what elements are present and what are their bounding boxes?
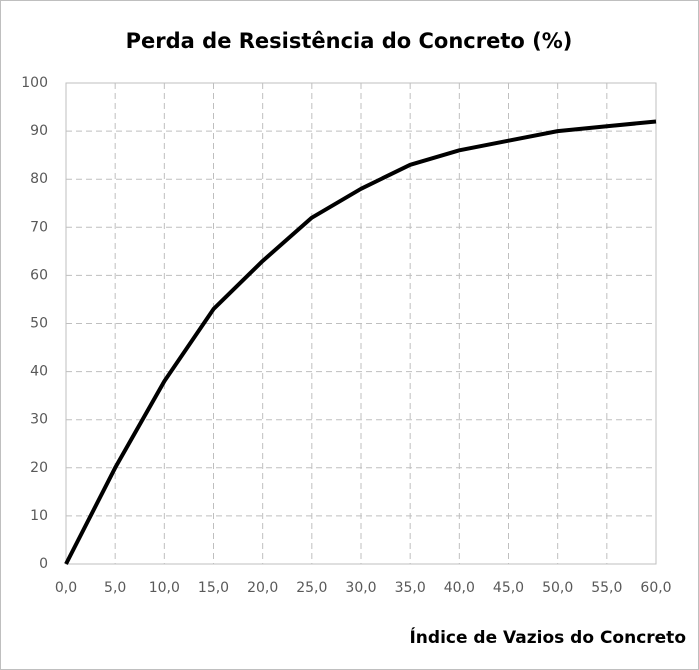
x-tick-label: 0,0 — [55, 580, 77, 596]
y-tick-label: 100 — [21, 75, 48, 91]
y-tick-label: 40 — [30, 364, 48, 380]
x-axis-label: Índice de Vazios do Concreto — [409, 626, 686, 648]
x-tick-label: 25,0 — [296, 580, 327, 596]
y-tick-label: 90 — [30, 123, 48, 139]
y-tick-label: 60 — [30, 267, 48, 283]
x-tick-label: 50,0 — [542, 580, 573, 596]
x-tick-label: 55,0 — [591, 580, 622, 596]
y-tick-label: 20 — [30, 460, 48, 476]
x-tick-label: 40,0 — [444, 580, 475, 596]
y-tick-label: 70 — [30, 219, 48, 235]
y-tick-label: 0 — [39, 556, 48, 572]
data-line — [64, 119, 657, 565]
y-tick-label: 50 — [30, 316, 48, 332]
x-tick-label: 30,0 — [345, 580, 376, 596]
y-tick-label: 30 — [30, 412, 48, 428]
y-tick-label: 10 — [30, 508, 48, 524]
y-tick-label: 80 — [30, 171, 48, 187]
x-tick-label: 60,0 — [640, 580, 671, 596]
x-tick-label: 35,0 — [395, 580, 426, 596]
x-tick-label: 15,0 — [198, 580, 229, 596]
x-tick-label: 10,0 — [149, 580, 180, 596]
x-tick-label: 20,0 — [247, 580, 278, 596]
x-tick-label: 5,0 — [104, 580, 126, 596]
x-tick-label: 45,0 — [493, 580, 524, 596]
chart-title: Perda de Resistência do Concreto (%) — [126, 29, 573, 53]
